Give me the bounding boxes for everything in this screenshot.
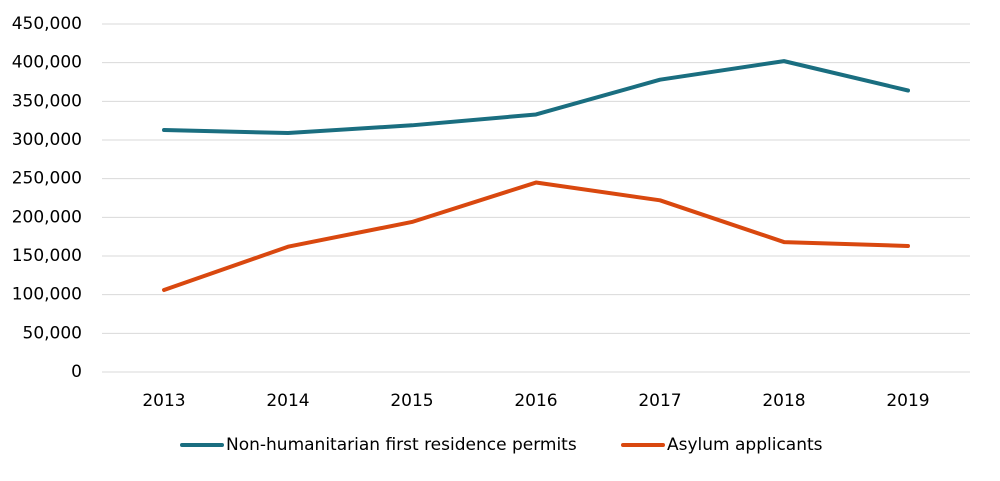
y-tick-label: 100,000	[12, 285, 82, 305]
y-tick-label: 0	[71, 362, 82, 382]
legend-label: Non-humanitarian first residence permits	[226, 435, 577, 455]
y-tick-label: 400,000	[12, 53, 82, 73]
y-tick-label: 50,000	[23, 323, 82, 343]
x-tick-label: 2013	[142, 391, 185, 411]
gridlines	[102, 23, 970, 373]
y-tick-label: 350,000	[12, 91, 82, 111]
y-tick-label: 250,000	[12, 169, 82, 189]
x-tick-label: 2019	[886, 391, 929, 411]
y-tick-label: 200,000	[12, 207, 82, 227]
y-tick-label: 150,000	[12, 246, 82, 266]
legend-label: Asylum applicants	[667, 435, 823, 455]
x-tick-label: 2015	[390, 391, 433, 411]
x-tick-label: 2017	[638, 391, 681, 411]
series-lines	[162, 59, 910, 293]
x-tick-label: 2014	[266, 391, 309, 411]
y-axis-ticks: 0 50,000 100,000 150,000 200,000 250,000 300,0…	[12, 14, 82, 382]
series-line-asylum-applicants	[162, 180, 910, 293]
y-tick-label: 300,000	[12, 130, 82, 150]
series-line-residence-permits	[162, 59, 910, 136]
y-tick-label: 450,000	[12, 14, 82, 34]
x-tick-label: 2016	[514, 391, 557, 411]
x-tick-label: 2018	[762, 391, 805, 411]
x-axis-ticks: 2013 2014 2015 2016 2017 2018 2019	[142, 391, 929, 411]
legend: Non-humanitarian first residence permits…	[180, 435, 823, 455]
